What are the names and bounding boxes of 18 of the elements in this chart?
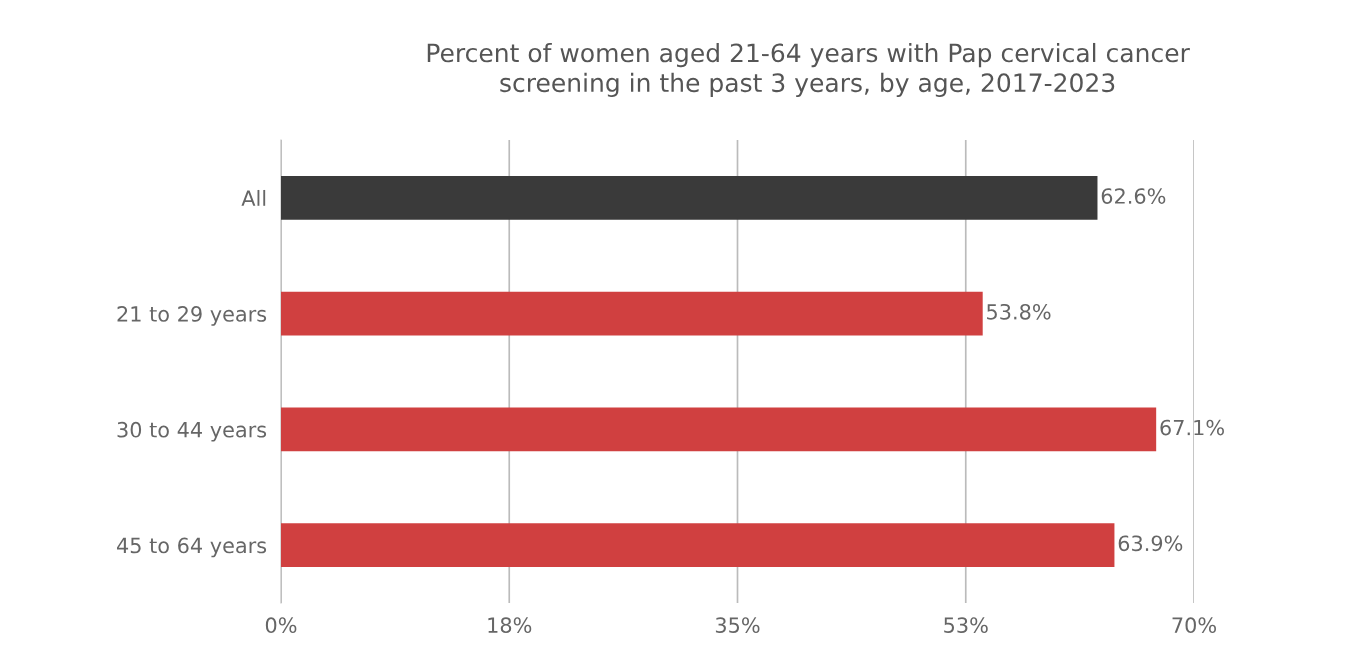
x-tick-label: 53% <box>944 617 988 634</box>
chart-title: Percent of women aged 21-64 years with Pap cervical cancer screening in the past 3 years, by age, 2017-2023 <box>427 42 1190 98</box>
bar <box>281 523 1115 568</box>
bar <box>281 175 1098 220</box>
x-tick-label: 70% <box>1172 617 1216 634</box>
bar <box>281 291 983 336</box>
y-tick-label: 21 to 29 years <box>117 306 267 326</box>
y-tick-label: All <box>241 189 266 206</box>
x-tick-label: 0% <box>265 617 297 634</box>
x-tick-label: 18% <box>488 617 532 634</box>
x-tick-label: 35% <box>715 617 760 634</box>
data-label: 62.6% <box>1101 188 1166 204</box>
data-label: 67.1% <box>1160 419 1224 436</box>
data-label: 53.8% <box>987 303 1051 320</box>
y-tick-label: 30 to 44 years <box>117 421 267 442</box>
bar <box>281 407 1157 452</box>
data-label: 63.9% <box>1118 535 1183 552</box>
y-tick-label: 45 to 64 years <box>117 537 267 558</box>
